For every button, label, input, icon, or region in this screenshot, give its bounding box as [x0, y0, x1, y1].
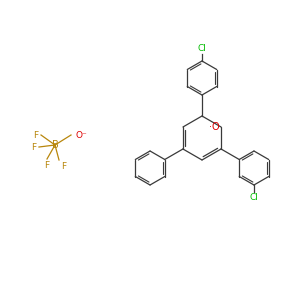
Text: F: F [33, 130, 38, 140]
Text: ·O: ·O [209, 122, 220, 132]
Text: F: F [31, 142, 36, 152]
Text: F: F [61, 162, 66, 171]
Text: B: B [52, 140, 58, 150]
Text: F: F [44, 161, 50, 170]
Text: Cl: Cl [198, 44, 206, 53]
Text: O⁻: O⁻ [75, 130, 87, 140]
Text: Cl: Cl [250, 193, 258, 202]
